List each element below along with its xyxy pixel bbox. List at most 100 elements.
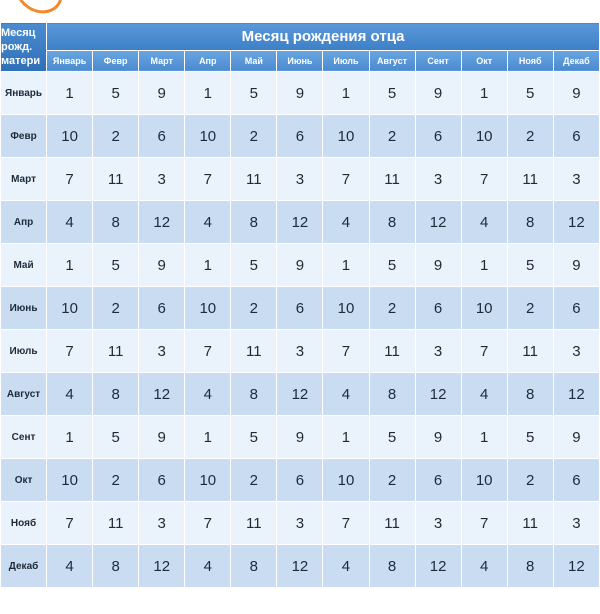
father-month-title: Месяц рождения отца	[46, 22, 600, 51]
table-cell: 12	[138, 544, 186, 588]
table-cell: 5	[92, 71, 140, 115]
table-cell: 3	[138, 157, 186, 201]
table-cell: 4	[322, 372, 370, 416]
table-cell: 9	[138, 415, 186, 459]
table-cell: 3	[552, 329, 600, 373]
table-cell: 7	[460, 501, 508, 545]
table-cell: 5	[368, 243, 416, 287]
table-cell: 7	[184, 157, 232, 201]
table-cell: 12	[276, 544, 324, 588]
table-cell: 1	[46, 415, 94, 459]
table-row: Август 4 8 12 4 8 12 4 8 12 4 8 12	[0, 372, 600, 416]
table-row: Июнь 10 2 6 10 2 6 10 2 6 10 2 6	[0, 286, 600, 330]
table-cell: 8	[230, 372, 278, 416]
table-cell: 12	[552, 200, 600, 244]
table-cell: 2	[92, 114, 140, 158]
table-cell: 9	[276, 71, 324, 115]
table-cell: 10	[46, 458, 94, 502]
table-row: Нояб 7 11 3 7 11 3 7 11 3 7 11 3	[0, 501, 600, 545]
table-cell: 2	[368, 114, 416, 158]
table-cell: 7	[460, 157, 508, 201]
table-cell: 11	[92, 157, 140, 201]
table-cell: 2	[92, 458, 140, 502]
mother-month-label: Июль	[0, 329, 48, 373]
table-cell: 12	[552, 544, 600, 588]
table-cell: 6	[414, 458, 462, 502]
table-cell: 4	[184, 372, 232, 416]
table-cell: 11	[368, 501, 416, 545]
table-cell: 11	[92, 329, 140, 373]
table-cell: 10	[322, 114, 370, 158]
mother-month-label: Май	[0, 243, 48, 287]
table-cell: 8	[368, 372, 416, 416]
father-month-header: Нояб	[506, 49, 554, 73]
table-cell: 9	[552, 71, 600, 115]
table-cell: 6	[276, 458, 324, 502]
table-cell: 5	[368, 71, 416, 115]
table-cell: 5	[368, 415, 416, 459]
table-cell: 10	[46, 286, 94, 330]
mother-month-label: Нояб	[0, 501, 48, 545]
table-cell: 9	[414, 71, 462, 115]
table-cell: 5	[506, 71, 554, 115]
table-cell: 10	[184, 114, 232, 158]
table-cell: 5	[92, 415, 140, 459]
table-cell: 8	[92, 544, 140, 588]
table-cell: 1	[184, 243, 232, 287]
table-cell: 12	[276, 200, 324, 244]
orange-arc-decoration	[6, 0, 72, 23]
table-cell: 1	[46, 243, 94, 287]
table-cell: 7	[184, 329, 232, 373]
table-row: Июль 7 11 3 7 11 3 7 11 3 7 11 3	[0, 329, 600, 373]
table-cell: 4	[460, 544, 508, 588]
mother-month-label: Август	[0, 372, 48, 416]
father-month-header: Июль	[322, 49, 370, 73]
table-cell: 6	[552, 458, 600, 502]
mother-month-label: Декаб	[0, 544, 48, 588]
table-cell: 11	[506, 157, 554, 201]
table-cell: 9	[552, 415, 600, 459]
father-months-header-row: Январь Февр Март Апр Май Июнь Июль Август Сент Ок…	[1, 49, 600, 73]
table-row: Март 7 11 3 7 11 3 7 11 3 7 11 3	[0, 157, 600, 201]
table-cell: 5	[230, 243, 278, 287]
table-cell: 9	[414, 243, 462, 287]
table-cell: 7	[46, 329, 94, 373]
table-cell: 7	[322, 329, 370, 373]
corner-line-1: Месяц	[1, 27, 36, 39]
table-cell: 8	[506, 372, 554, 416]
father-month-header: Июнь	[276, 49, 324, 73]
table-cell: 12	[552, 372, 600, 416]
table-cell: 12	[414, 544, 462, 588]
table-cell: 6	[138, 286, 186, 330]
table-cell: 9	[276, 415, 324, 459]
table-cell: 12	[138, 372, 186, 416]
table-cell: 2	[506, 458, 554, 502]
table-cell: 2	[506, 114, 554, 158]
father-month-header: Январь	[46, 49, 94, 73]
table-cell: 9	[276, 243, 324, 287]
table-cell: 2	[230, 114, 278, 158]
mother-month-label: Март	[0, 157, 48, 201]
table-cell: 2	[506, 286, 554, 330]
table-cell: 7	[322, 501, 370, 545]
table-cell: 8	[92, 372, 140, 416]
table-cell: 3	[414, 157, 462, 201]
table-cell: 3	[552, 501, 600, 545]
mother-month-corner-header: Месяц рожд. матери	[0, 22, 48, 72]
table-cell: 6	[414, 286, 462, 330]
table-cell: 10	[460, 286, 508, 330]
table-cell: 4	[46, 200, 94, 244]
table-cell: 2	[230, 286, 278, 330]
table-cell: 5	[230, 71, 278, 115]
table-row: Декаб 4 8 12 4 8 12 4 8 12 4 8 12	[0, 544, 600, 588]
table-cell: 6	[414, 114, 462, 158]
table-cell: 8	[506, 544, 554, 588]
table-cell: 11	[506, 501, 554, 545]
table-cell: 8	[230, 544, 278, 588]
table-cell: 12	[414, 372, 462, 416]
father-month-header: Май	[230, 49, 278, 73]
parent-month-table: Месяц рожд. матери Месяц рождения отца Я…	[0, 22, 600, 588]
table-cell: 10	[322, 458, 370, 502]
table-cell: 10	[184, 286, 232, 330]
table-cell: 6	[276, 286, 324, 330]
